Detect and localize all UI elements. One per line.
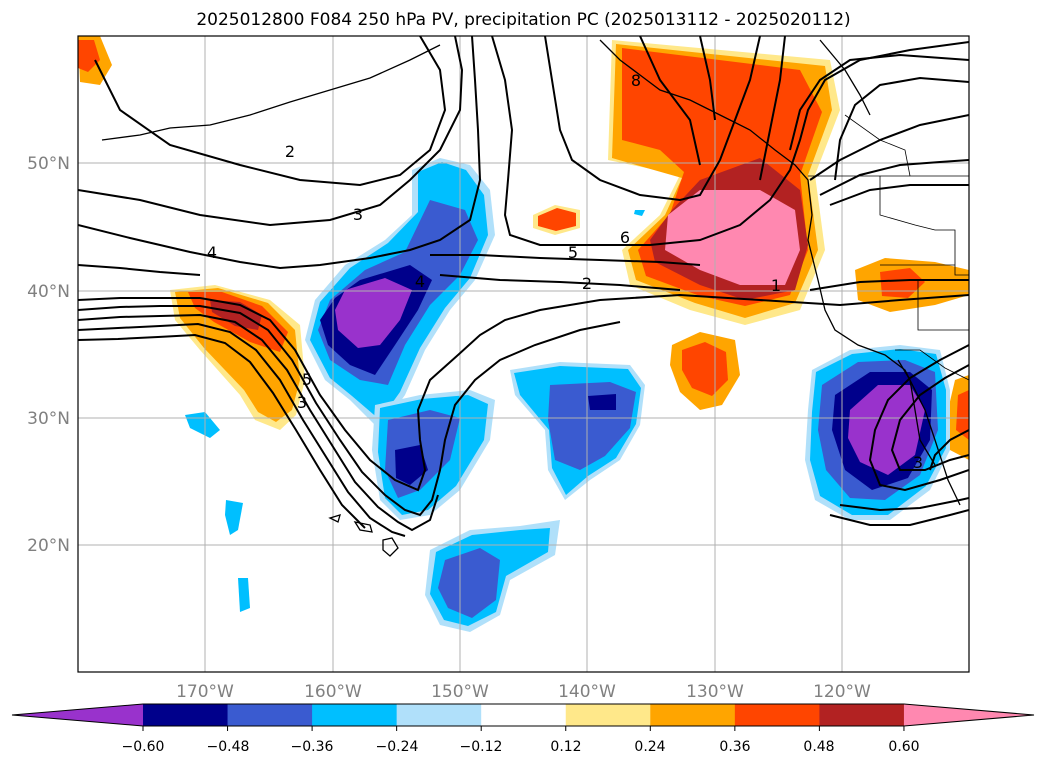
colorbar-tick-label: 0.12 [550,739,581,755]
colorbar-segment [396,704,482,726]
contour-label: 2 [285,142,295,161]
contour-label: 6 [620,228,630,247]
lat-label: 20°N [27,536,70,556]
political-borders [808,114,969,381]
lon-label: 120°W [813,682,871,702]
colorbar-segment [312,704,398,726]
colorbar-segment [734,704,820,726]
figure-title: 2025012800 F084 250 hPa PV, precipitatio… [196,10,851,30]
colorbar-ticks: −0.60 −0.48 −0.36 −0.24 −0.12 0.12 0.24 … [122,739,920,755]
colorbar-extend-min [12,704,143,726]
contour-labels: 2 3 4 5 6 2 4 1 5 8 3 3 [207,71,923,472]
contour-label: 4 [207,243,217,262]
colorbar-tick-label: −0.36 [291,739,334,755]
colorbar-extend-max [903,704,1034,726]
contour-label: 8 [631,71,641,90]
colorbar-tick-label: −0.24 [376,739,419,755]
contour-label: 3 [297,393,307,412]
colorbar-tick-label: 0.48 [803,739,834,755]
colorbar-segment [819,704,905,726]
lon-label: 130°W [686,682,744,702]
lon-label: 160°W [304,682,362,702]
lat-label: 40°N [27,282,70,302]
lon-label: 140°W [558,682,616,702]
colorbar-tick-label: −0.12 [460,739,503,755]
contour-label: 3 [353,205,363,224]
contour-label: 4 [415,272,425,291]
precip-shading [78,36,969,632]
colorbar [11,703,1035,731]
pv-contours [78,36,969,537]
graticule [78,36,969,672]
colorbar-tick-label: −0.48 [207,739,250,755]
colorbar-tick-label: −0.60 [122,739,165,755]
contour-label: 5 [568,243,578,262]
map-frame [77,35,970,673]
lon-label: 150°W [431,682,489,702]
colorbar-segment [650,704,736,726]
latitude-labels: 50°N 40°N 30°N 20°N [27,154,70,556]
colorbar-tick-label: 0.60 [888,739,919,755]
lat-label: 30°N [27,409,70,429]
contour-label: 2 [582,274,592,293]
colorbar-tick-label: 0.24 [634,739,665,755]
longitude-labels: 170°W 160°W 150°W 140°W 130°W 120°W [176,682,871,702]
contour-label: 5 [302,370,312,389]
colorbar-tick-label: 0.36 [719,739,750,755]
colorbar-segment [143,704,229,726]
contour-label: 1 [771,276,781,295]
colorbar-segment [227,704,313,726]
lon-label: 170°W [176,682,234,702]
colorbar-segment [481,704,567,726]
contour-label: 3 [913,453,923,472]
lat-label: 50°N [27,154,70,174]
colorbar-segment [565,704,651,726]
